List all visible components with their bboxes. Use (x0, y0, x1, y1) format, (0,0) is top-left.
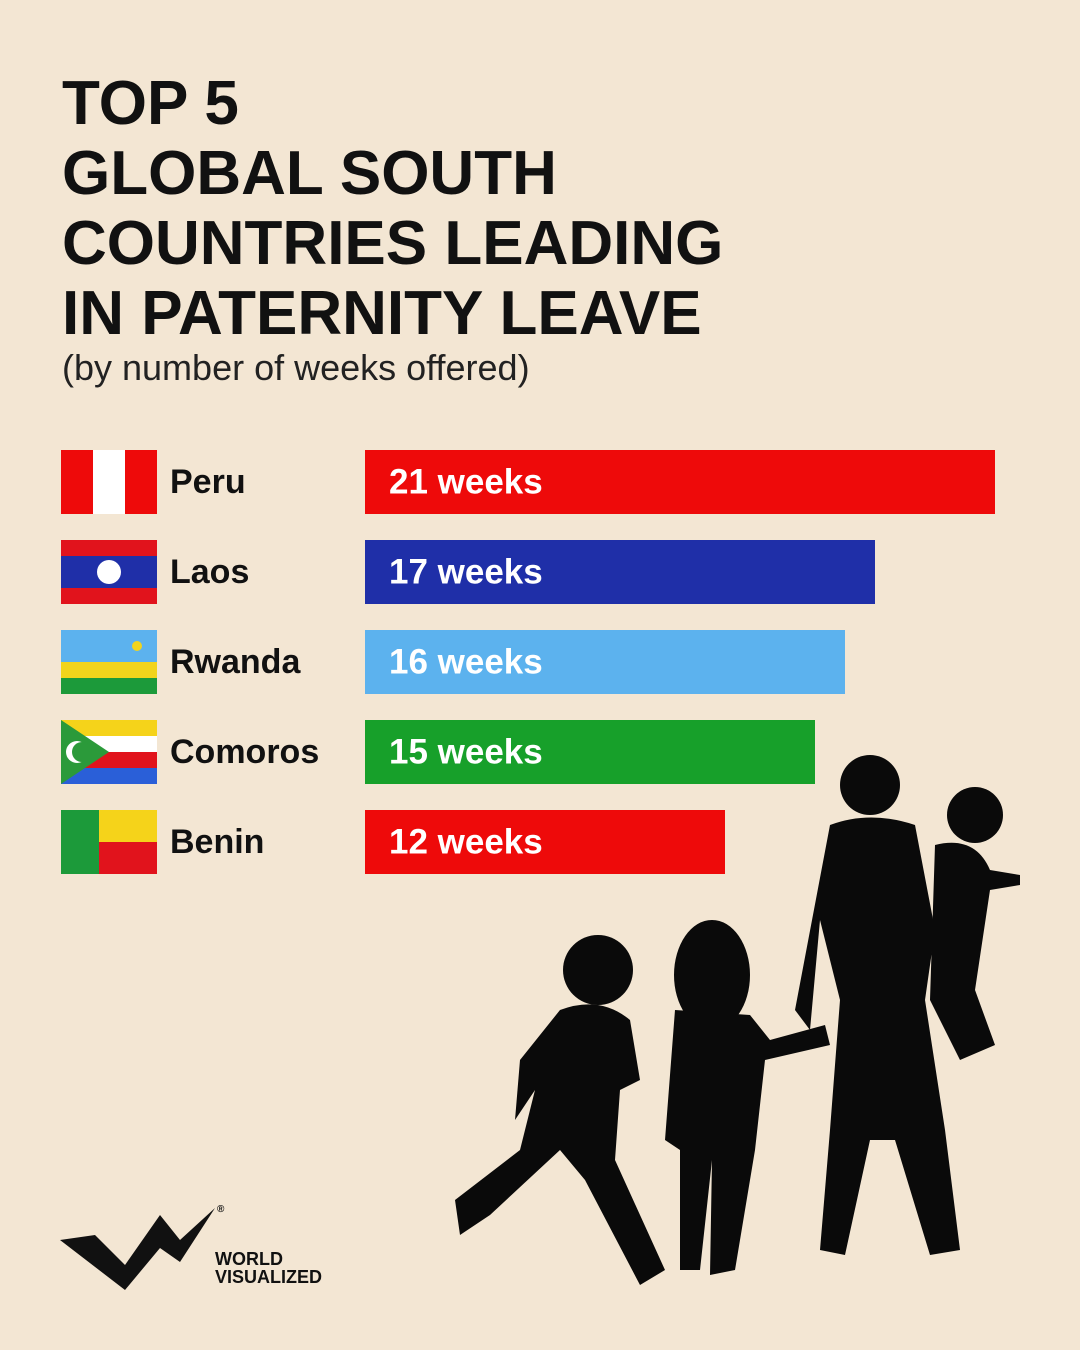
family-silhouette (455, 755, 1020, 1285)
chart-title: COUNTRIES LEADING (62, 209, 723, 278)
flag-comoros (61, 720, 157, 784)
brand-name: WORLD (215, 1249, 283, 1269)
flag-laos (61, 540, 157, 604)
bar (365, 810, 725, 874)
flag-rwanda (61, 630, 157, 694)
brand-mark: ® (217, 1204, 225, 1215)
value-label: 21 weeks (389, 462, 543, 501)
chart-title: TOP 5 (62, 69, 239, 138)
value-label: 16 weeks (389, 642, 543, 681)
category-label: Rwanda (170, 643, 301, 681)
category-label: Comoros (170, 733, 319, 771)
flag-benin (61, 810, 157, 874)
value-label: 15 weeks (389, 732, 543, 771)
category-label: Laos (170, 553, 249, 591)
brand-name: VISUALIZED (215, 1267, 322, 1287)
bar (365, 630, 845, 694)
category-label: Benin (170, 823, 264, 861)
chart-title: GLOBAL SOUTH (62, 139, 557, 208)
flag-peru (61, 450, 157, 514)
value-label: 17 weeks (389, 552, 543, 591)
chart-title: IN PATERNITY LEAVE (62, 279, 702, 348)
logo-mark (60, 1208, 215, 1290)
logo: ® WORLD VISUALIZED (60, 1204, 322, 1290)
category-label: Peru (170, 463, 246, 501)
bars: Peru 21 weeks Laos 17 weeks Rwanda 16 weeks Co… (170, 450, 995, 874)
bar (365, 540, 875, 604)
value-label: 12 weeks (389, 822, 543, 861)
bar (365, 720, 815, 784)
bar (365, 450, 995, 514)
chart-subtitle: (by number of weeks offered) (62, 347, 530, 388)
